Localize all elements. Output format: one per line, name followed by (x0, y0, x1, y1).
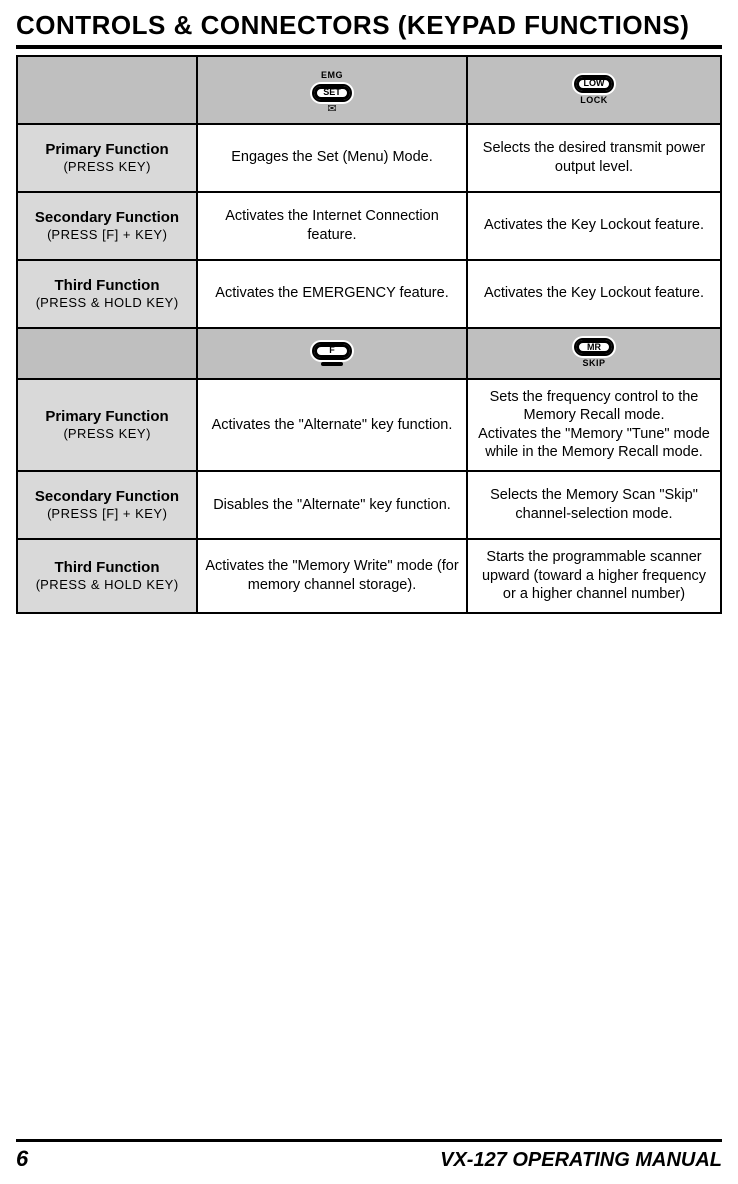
header-key-mr: MR SKIP (467, 328, 721, 379)
cell-line: Sets the frequency control to the Memory… (474, 388, 714, 425)
header-key-set: EMG SET ✉ (197, 56, 467, 124)
mr-key-icon: MR SKIP (574, 338, 614, 370)
cell: Sets the frequency control to the Memory… (467, 379, 721, 471)
manual-name: VX-127 OPERATING MANUAL (440, 1149, 722, 1172)
row-label-third: Third Function (PRESS & HOLD KEY) (17, 260, 197, 328)
mr-key-pill: MR (574, 338, 614, 356)
row-label-secondary: Secondary Function (PRESS [F] + KEY) (17, 192, 197, 260)
row-label-primary: Primary Function (PRESS KEY) (17, 379, 197, 471)
table-header-row: EMG SET ✉ LOW LOCK (17, 56, 721, 124)
page-title-block: CONTROLS & CONNECTORS (KEYPAD FUNCTIONS) (16, 10, 722, 49)
f-key-icon: F (312, 342, 352, 366)
title-paren: (KEYPAD FUNCTIONS) (398, 10, 690, 40)
low-key-icon: LOW LOCK (574, 75, 614, 107)
cell: Selects the desired transmit power outpu… (467, 124, 721, 192)
manual-sc: OPERATING MANUAL (512, 1149, 722, 1171)
cell: Disables the "Alternate" key function. (197, 471, 467, 539)
footer-block: 6 VX-127 OPERATING MANUAL (16, 1139, 722, 1172)
fn-sub: (PRESS KEY) (24, 159, 190, 176)
low-key-bottom-label: LOCK (580, 95, 608, 107)
title-rule (16, 45, 722, 49)
footer-rule (16, 1139, 722, 1142)
page-footer: 6 VX-127 OPERATING MANUAL (16, 1146, 722, 1172)
manual-prefix: VX-127 (440, 1149, 512, 1171)
row-label-primary: Primary Function (PRESS KEY) (17, 124, 197, 192)
page-title: CONTROLS & CONNECTORS (KEYPAD FUNCTIONS) (16, 10, 722, 41)
f-key-underbar-icon (321, 362, 343, 366)
table-row: Secondary Function (PRESS [F] + KEY) Dis… (17, 471, 721, 539)
keypad-functions-table: EMG SET ✉ LOW LOCK Primary Function (PRE… (16, 55, 722, 614)
cell: Activates the Key Lockout feature. (467, 260, 721, 328)
cell: Activates the Key Lockout feature. (467, 192, 721, 260)
f-key-pill: F (312, 342, 352, 360)
fn-title: Third Function (24, 276, 190, 295)
envelope-icon: ✉ (327, 104, 336, 115)
cell: Starts the programmable scanner upward (… (467, 539, 721, 613)
header-blank (17, 56, 197, 124)
fn-sub: (PRESS & HOLD KEY) (24, 577, 190, 594)
page-number: 6 (16, 1146, 28, 1172)
cell: Engages the Set (Menu) Mode. (197, 124, 467, 192)
set-key-icon: EMG SET ✉ (312, 70, 352, 115)
table-row: Third Function (PRESS & HOLD KEY) Activa… (17, 260, 721, 328)
set-key-top-label: EMG (321, 70, 343, 82)
table-row: Third Function (PRESS & HOLD KEY) Activa… (17, 539, 721, 613)
fn-title: Primary Function (24, 407, 190, 426)
fn-title: Secondary Function (24, 208, 190, 227)
page-filler (16, 614, 722, 1139)
table-row: Secondary Function (PRESS [F] + KEY) Act… (17, 192, 721, 260)
set-key-pill: SET (312, 84, 352, 102)
fn-title: Primary Function (24, 140, 190, 159)
row-label-secondary: Secondary Function (PRESS [F] + KEY) (17, 471, 197, 539)
table-header-row: F MR SKIP (17, 328, 721, 379)
cell: Activates the EMERGENCY feature. (197, 260, 467, 328)
title-main: CONTROLS & CONNECTORS (16, 10, 390, 40)
table-row: Primary Function (PRESS KEY) Activates t… (17, 379, 721, 471)
table-row: Primary Function (PRESS KEY) Engages the… (17, 124, 721, 192)
row-label-third: Third Function (PRESS & HOLD KEY) (17, 539, 197, 613)
fn-sub: (PRESS [F] + KEY) (24, 506, 190, 523)
cell: Activates the "Alternate" key function. (197, 379, 467, 471)
fn-title: Third Function (24, 558, 190, 577)
mr-key-bottom-label: SKIP (582, 358, 605, 370)
cell-line: Activates the "Memory "Tune" mode while … (474, 425, 714, 462)
cell: Selects the Memory Scan "Skip" channel-s… (467, 471, 721, 539)
fn-sub: (PRESS & HOLD KEY) (24, 295, 190, 312)
header-key-f: F (197, 328, 467, 379)
cell: Activates the Internet Connection featur… (197, 192, 467, 260)
cell: Activates the "Memory Write" mode (for m… (197, 539, 467, 613)
fn-sub: (PRESS [F] + KEY) (24, 227, 190, 244)
fn-title: Secondary Function (24, 487, 190, 506)
fn-sub: (PRESS KEY) (24, 426, 190, 443)
header-blank (17, 328, 197, 379)
header-key-low: LOW LOCK (467, 56, 721, 124)
low-key-pill: LOW (574, 75, 614, 93)
